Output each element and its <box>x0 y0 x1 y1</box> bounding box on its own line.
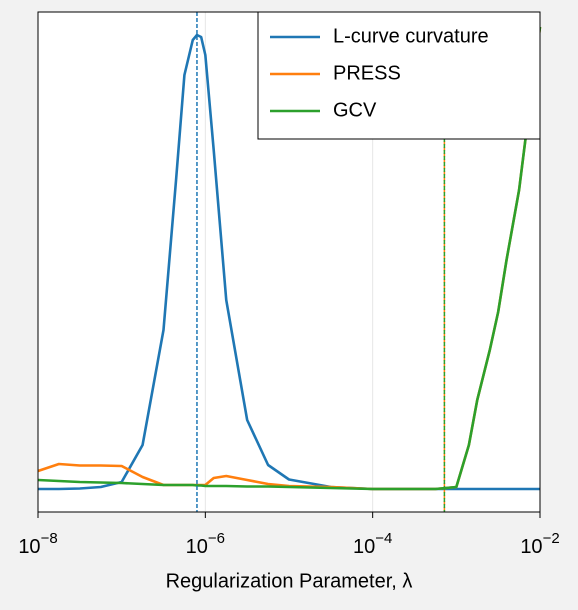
x-tick-base: 10 <box>520 536 542 558</box>
x-tick-exponent: −8 <box>41 530 58 547</box>
x-tick-label: 10−2 <box>520 530 559 558</box>
series-line <box>37 26 542 491</box>
x-tick-base: 10 <box>186 536 208 558</box>
x-tick-exponent: −4 <box>375 530 392 547</box>
x-tick-exponent: −6 <box>208 530 225 547</box>
legend-box <box>257 11 541 140</box>
x-tick-base: 10 <box>353 536 375 558</box>
series-line <box>38 33 540 491</box>
legend-label: GCV <box>333 99 377 121</box>
x-tick-base: 10 <box>18 536 40 558</box>
x-tick-label: 10−4 <box>353 530 392 558</box>
x-tick-label: 10−8 <box>18 530 57 558</box>
legend-label: L-curve curvature <box>333 25 489 47</box>
x-tick-label: 10−6 <box>186 530 225 558</box>
legend-label: PRESS <box>333 62 401 84</box>
x-tick-exponent: −2 <box>543 530 560 547</box>
x-axis-label: Regularization Parameter, λ <box>166 570 413 592</box>
